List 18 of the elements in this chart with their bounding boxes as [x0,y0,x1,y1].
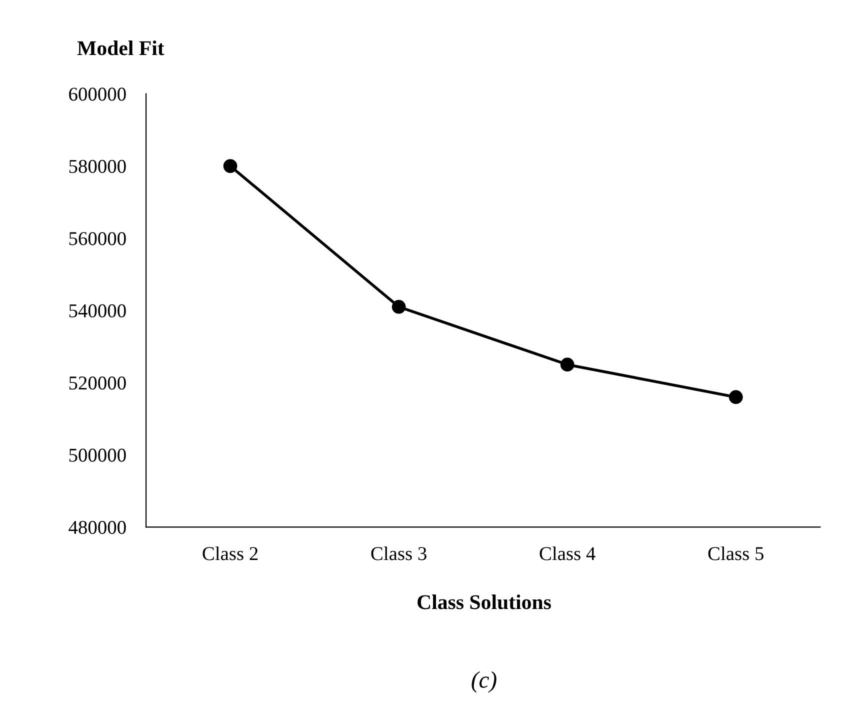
point [728,390,743,404]
chart-title: Model Fit [77,40,164,56]
x-tick-label: Class 3 [371,546,426,560]
y-tick-label: 500000 [69,448,126,462]
y-tick-label: 540000 [69,304,126,318]
y-tick-label: 560000 [69,232,126,246]
point [560,358,574,372]
y-tick-label: 580000 [69,160,126,173]
y-tick-label: 520000 [69,376,126,390]
y-tick-label: 600000 [69,88,126,101]
x-axis-title: Class Solutions [418,594,551,610]
y-tick-label: 480000 [68,520,126,534]
x-tick-label: Class 4 [540,546,596,560]
x-tick-label: Class 5 [708,546,764,560]
point [392,300,406,314]
text: (c) [472,671,496,693]
point [223,159,238,174]
x-tick-label: Class 2 [202,546,258,560]
